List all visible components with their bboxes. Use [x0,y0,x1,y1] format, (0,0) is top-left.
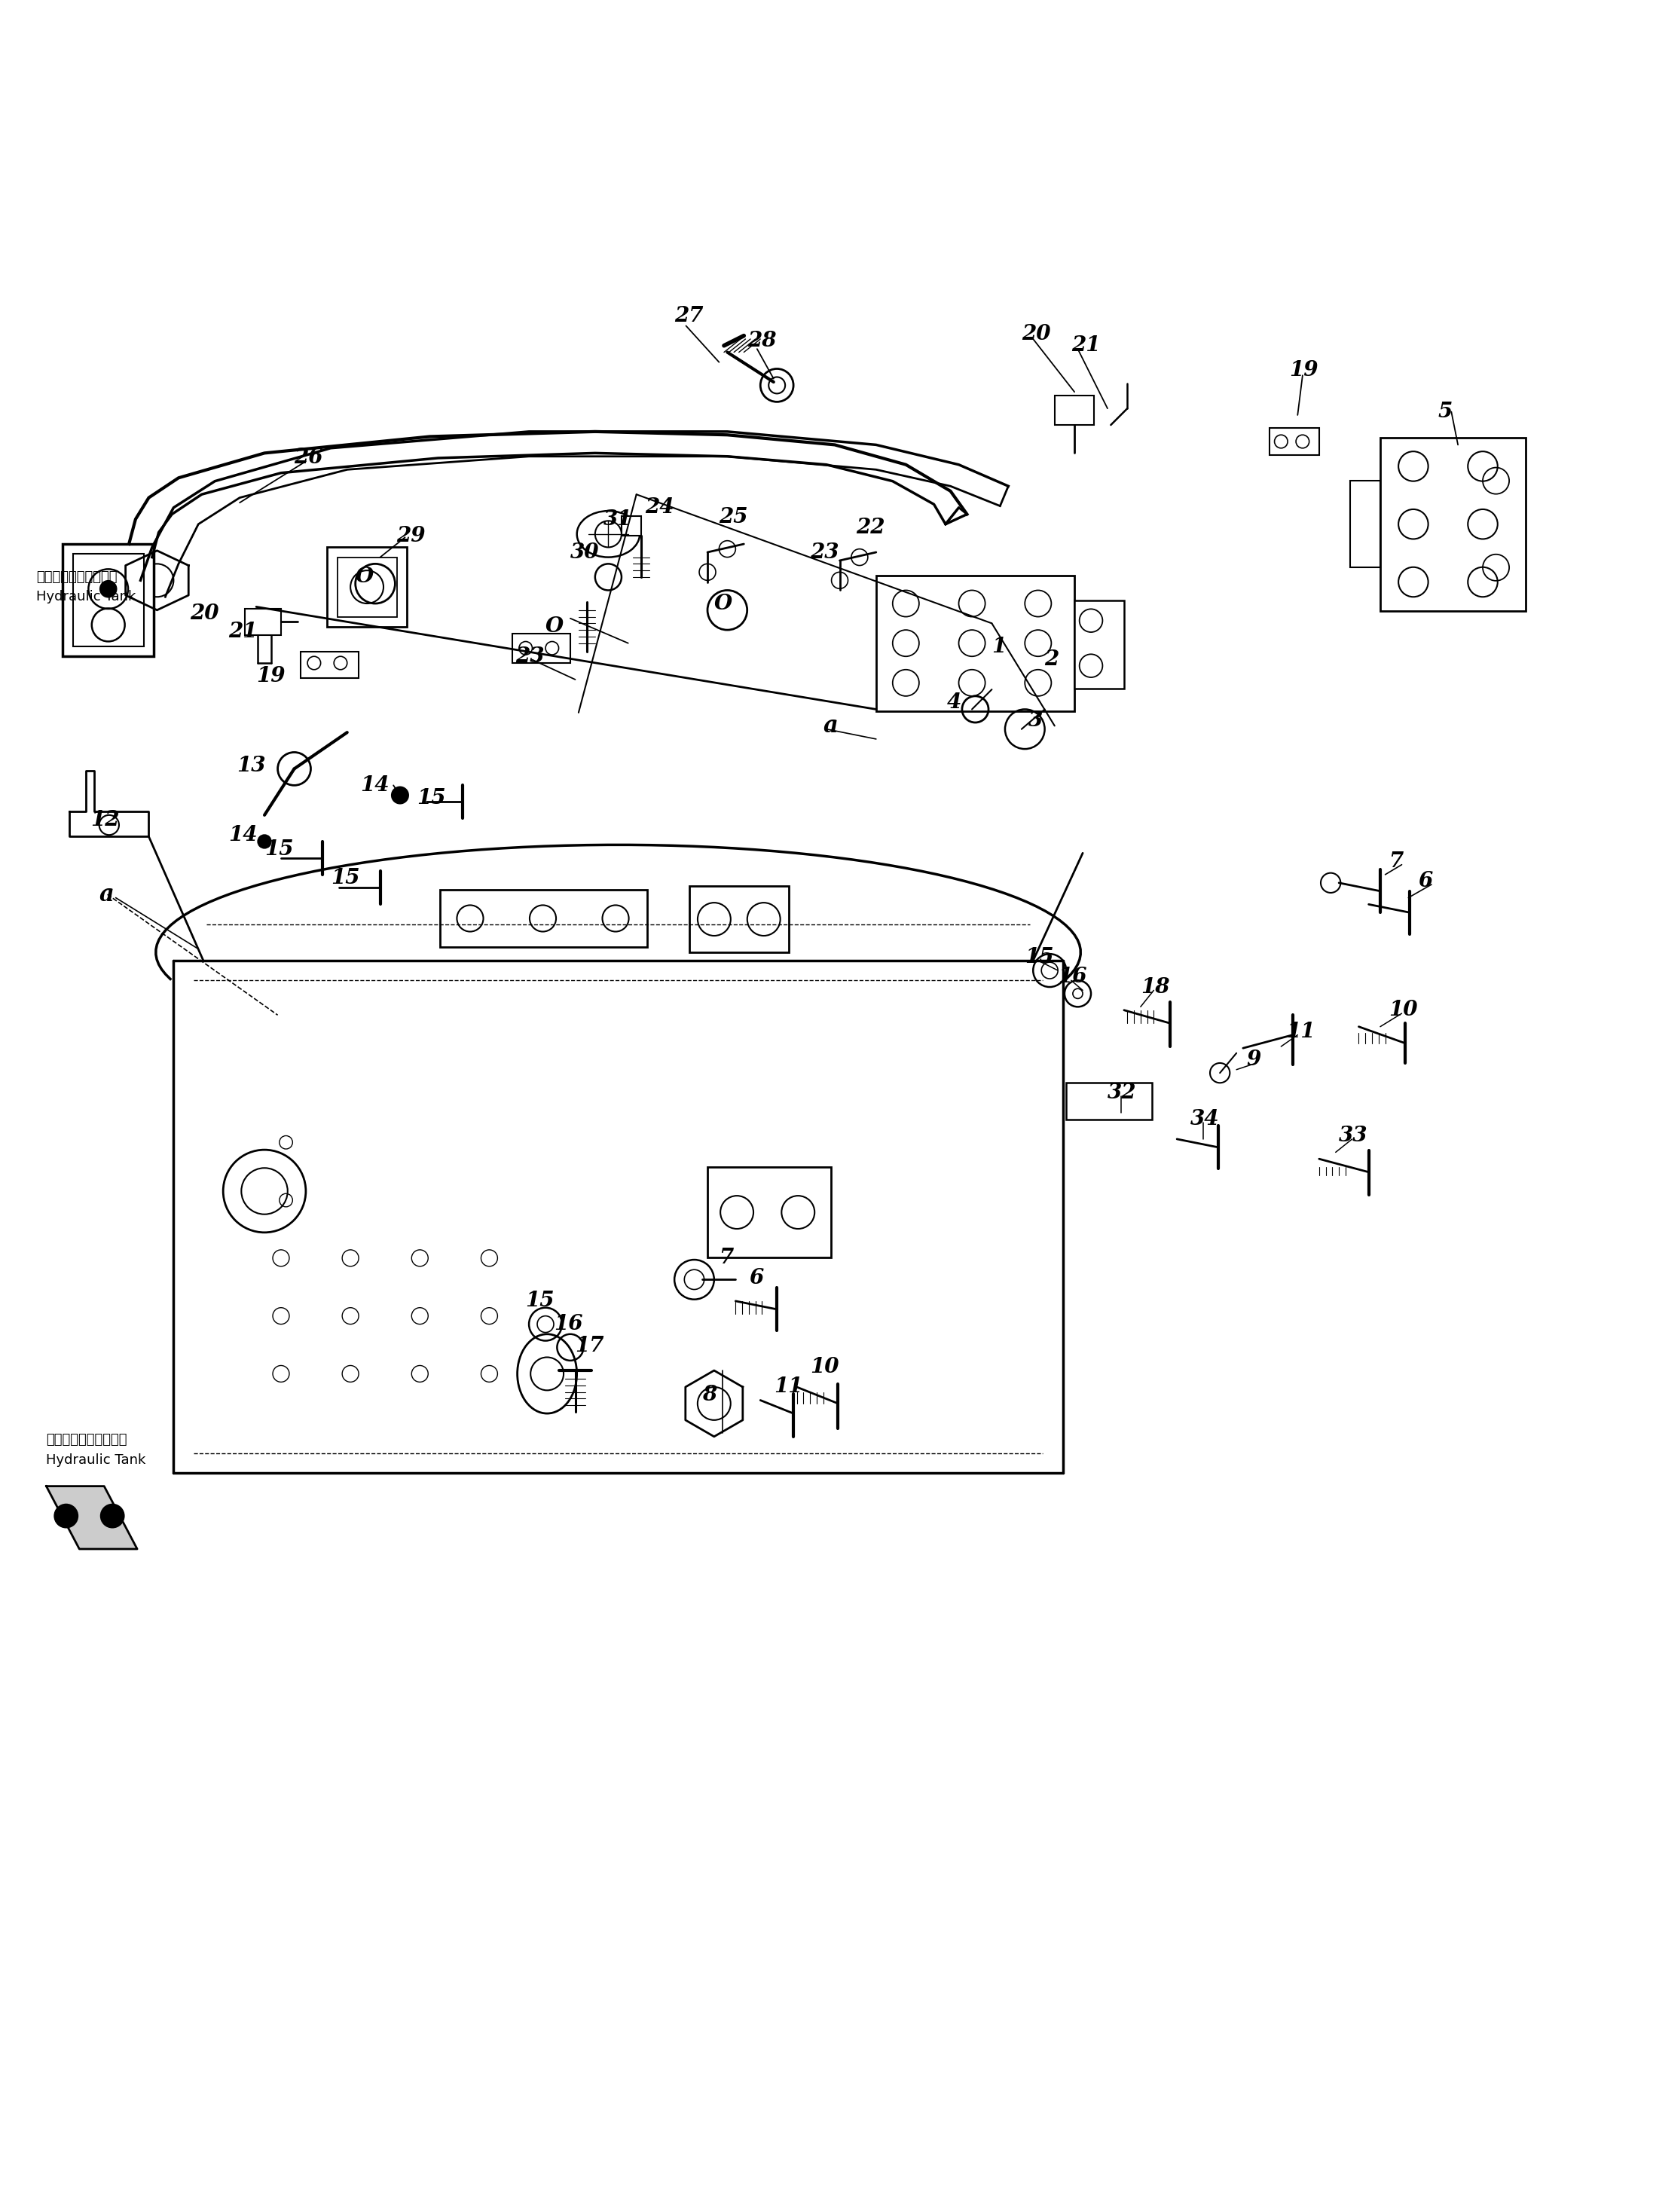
Text: 2: 2 [1045,650,1060,670]
Text: O: O [545,617,564,637]
Text: 7: 7 [1389,852,1403,872]
Text: 34: 34 [1190,1108,1220,1130]
Text: 32: 32 [1108,1082,1137,1104]
Bar [876,575,1074,710]
Text: 13: 13 [236,754,266,776]
Text: 24: 24 [645,498,674,518]
Text: Hydraulic Tank: Hydraulic Tank [46,1453,145,1467]
Text: 15: 15 [331,867,360,887]
Text: 26: 26 [294,447,324,469]
Bar [63,544,154,657]
Text: 6: 6 [1418,872,1433,891]
Circle shape [55,1504,78,1528]
Text: Hydraulic Tank: Hydraulic Tank [36,591,136,604]
Bar [1066,1084,1152,1119]
Circle shape [101,1504,124,1528]
Text: ハイドロリックタンク: ハイドロリックタンク [46,1433,127,1447]
Text: ハイドロリックタンク: ハイドロリックタンク [36,571,117,584]
Text: 12: 12 [91,810,121,830]
Bar [1055,396,1094,425]
Bar [1074,599,1124,688]
Text: 21: 21 [228,622,258,641]
Circle shape [99,582,116,597]
Text: 16: 16 [1058,967,1088,987]
Text: O: O [355,566,374,586]
Bar [337,557,397,617]
Bar [622,515,641,535]
Bar [440,889,646,947]
Text: 17: 17 [575,1336,605,1356]
Ellipse shape [517,1334,577,1413]
Text: 14: 14 [360,774,390,796]
Text: 25: 25 [719,507,749,529]
Bar [301,650,359,677]
Bar [1270,429,1319,456]
Text: 11: 11 [1286,1022,1316,1042]
Text: 15: 15 [526,1292,555,1312]
Text: 19: 19 [256,666,286,686]
Text: 22: 22 [856,518,886,538]
Text: 20: 20 [1022,323,1051,345]
Bar [1380,438,1526,611]
Text: 11: 11 [774,1376,803,1398]
Text: 23: 23 [810,542,840,562]
Text: 5: 5 [1438,403,1453,422]
Bar [689,887,788,953]
Text: 16: 16 [554,1314,584,1334]
Text: 6: 6 [749,1267,764,1287]
Bar [327,546,407,626]
Bar [512,633,570,664]
Circle shape [258,834,271,847]
Text: 21: 21 [1071,336,1101,356]
Text: 10: 10 [810,1356,840,1378]
Text: 23: 23 [516,646,545,666]
Text: 9: 9 [1246,1048,1261,1071]
Bar [1351,480,1380,568]
Text: 29: 29 [397,526,426,546]
Text: 4: 4 [947,692,962,712]
Text: 10: 10 [1389,1000,1418,1020]
Text: a: a [99,883,114,907]
Circle shape [392,787,408,803]
Text: O: O [714,593,732,613]
Bar [245,608,281,635]
Text: 1: 1 [992,637,1007,657]
Text: 15: 15 [1025,947,1055,967]
Text: 3: 3 [1028,710,1043,730]
Text: 15: 15 [417,787,446,810]
Polygon shape [46,1486,137,1548]
Text: 19: 19 [1289,361,1319,380]
Text: 14: 14 [228,825,258,845]
Text: 28: 28 [747,330,777,352]
Text: 15: 15 [264,841,294,860]
Text: a: a [823,714,838,737]
Bar [707,1166,831,1259]
Ellipse shape [577,511,640,557]
Text: 20: 20 [190,604,220,624]
Text: 8: 8 [703,1385,717,1405]
Text: 30: 30 [570,542,600,562]
Text: 18: 18 [1141,978,1170,998]
Text: 31: 31 [603,509,633,529]
Text: 27: 27 [674,305,704,325]
Text: 33: 33 [1339,1126,1369,1146]
Bar [73,553,144,646]
Text: 7: 7 [719,1248,734,1267]
